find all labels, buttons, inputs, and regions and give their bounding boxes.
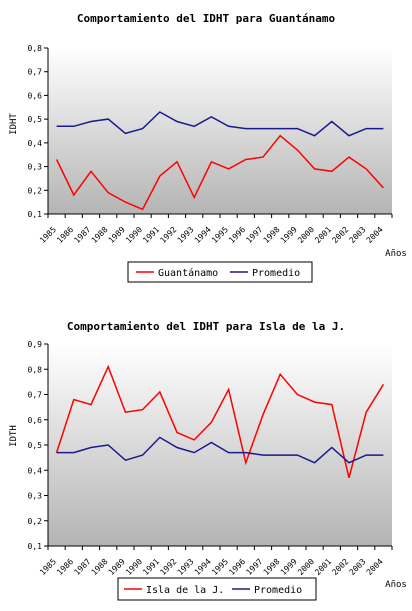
y-tick-label: 0,3 [28,163,43,172]
series-line-0 [55,134,384,211]
x-tick-label: 1994 [193,225,213,245]
legend [127,261,313,283]
y-axis-label: IDHT [9,113,19,135]
chart-title: Comportamiento del IDHT para Isla de la … [67,320,345,333]
x-tick-label: 1986 [55,557,75,577]
legend [117,577,317,601]
x-tick-label: 1999 [279,557,299,577]
x-tick-label: 1990 [124,225,144,245]
y-tick-label: 0,1 [28,210,43,219]
x-tick-label: 1993 [176,557,196,577]
x-tick-label: 2004 [365,557,385,577]
x-tick-label: 1985 [38,225,58,245]
x-tick-label: 1988 [90,557,110,577]
x-tick-label: 2002 [330,225,350,245]
x-tick-label: 1992 [158,225,178,245]
y-tick-label: 0,6 [28,91,43,100]
series-line-0 [55,364,385,478]
x-tick-label: 2002 [330,557,350,577]
y-axis-label: IDTH [9,425,19,447]
x-tick-label: 1986 [55,225,75,245]
x-tick-label: 1992 [158,557,178,577]
chart-guantanamo: Comportamiento del IDHT para Guantánamo 0… [9,12,407,283]
x-tick-label: 1990 [124,557,144,577]
x-tick-label: 1995 [210,225,230,245]
x-tick-label: 2003 [348,225,368,245]
y-tick-label: 0,8 [28,365,43,374]
x-tick-label: 1999 [279,225,299,245]
plot-area [48,344,392,546]
x-tick-label: 1991 [141,557,161,577]
legend-label: Promedio [254,585,302,596]
chart-title: Comportamiento del IDHT para Guantánamo [77,12,336,25]
x-axis-label: Años [385,580,407,590]
x-tick-label: 1995 [210,557,230,577]
y-tick-label: 0,7 [28,68,43,77]
y-tick-label: 0,5 [28,441,43,450]
x-tick-label: 1993 [176,225,196,245]
x-tick-label: 1994 [193,557,213,577]
x-tick-label: 1989 [107,225,127,245]
x-tick-label: 1998 [262,557,282,577]
x-tick-label: 2000 [296,557,316,577]
chart-isla-de-la-juventud: Comportamiento del IDHT para Isla de la … [9,320,407,601]
legend-label: Guantánamo [158,267,218,279]
legend-label: Isla de la J. [146,585,224,596]
x-tick-label: 1985 [38,557,58,577]
x-tick-label: 1988 [90,225,110,245]
y-tick-label: 0,3 [28,492,43,501]
y-tick-label: 0,7 [28,391,43,400]
y-tick-label: 0,4 [28,466,43,475]
x-tick-label: 1989 [107,557,127,577]
x-tick-label: 1997 [244,225,264,245]
y-tick-label: 0,1 [28,542,43,551]
x-tick-label: 2004 [365,225,385,245]
series-line-1 [56,436,384,464]
x-tick-label: 1996 [227,225,247,245]
x-tick-label: 1987 [72,557,92,577]
x-axis-label: Años [385,249,407,259]
x-tick-label: 2001 [313,225,333,245]
x-tick-label: 1998 [262,225,282,245]
x-tick-label: 1996 [227,557,247,577]
x-tick-label: 2003 [348,557,368,577]
x-tick-label: 1991 [141,225,161,245]
y-tick-label: 0,8 [28,44,43,53]
y-tick-label: 0,2 [28,517,43,526]
y-tick-label: 0,4 [28,139,43,148]
x-tick-label: 2000 [296,225,316,245]
y-tick-label: 0,6 [28,416,43,425]
x-tick-label: 2001 [313,557,333,577]
x-tick-label: 1997 [244,557,264,577]
plot-area [48,48,392,214]
x-tick-label: 1987 [72,225,92,245]
y-tick-label: 0,9 [28,340,43,349]
series-line-1 [56,111,384,137]
y-tick-label: 0,2 [28,186,43,195]
y-tick-label: 0,5 [28,115,43,124]
legend-label: Promedio [252,268,300,279]
